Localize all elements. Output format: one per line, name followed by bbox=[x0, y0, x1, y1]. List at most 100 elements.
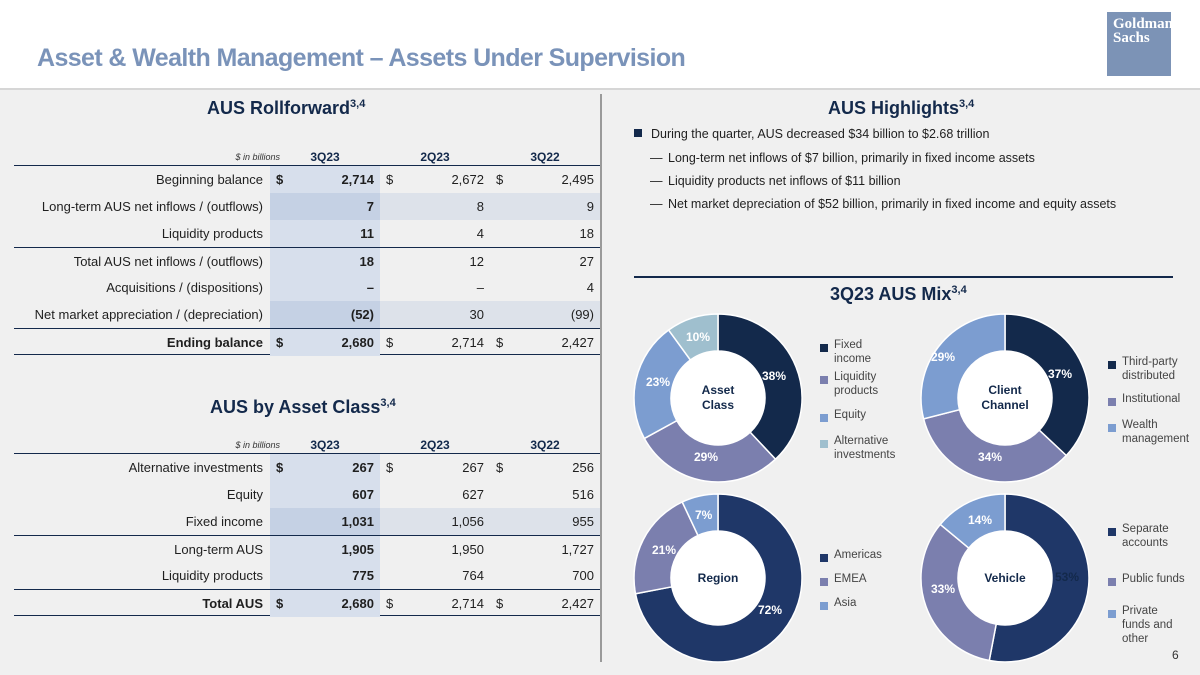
table-cell: 12 bbox=[380, 248, 490, 275]
legend-text: distributed bbox=[1122, 370, 1176, 382]
highlight-sub-text: Long-term net inflows of $7 billion, pri… bbox=[668, 151, 1035, 165]
table-row: Total AUS $2,680 $2,714 $2,427 bbox=[14, 589, 600, 617]
table-cell: 1,727 bbox=[490, 536, 600, 563]
donut-hole bbox=[671, 531, 765, 625]
cell-value: 2,427 bbox=[561, 335, 594, 350]
center-label-line: Asset bbox=[701, 383, 735, 397]
vertical-divider bbox=[600, 94, 602, 662]
dollar-sign: $ bbox=[276, 460, 284, 475]
rollforward-title-text: AUS Rollforward bbox=[207, 98, 351, 118]
highlights-title: AUS Highlights3,4 bbox=[828, 98, 974, 119]
table-row: Ending balance $2,680 $2,714 $2,427 bbox=[14, 328, 600, 356]
table-cell: 764 bbox=[380, 562, 490, 589]
cell-value: 256 bbox=[572, 460, 594, 475]
cell-value: 700 bbox=[572, 568, 594, 583]
donut-svg bbox=[920, 493, 1090, 663]
slice-value-label: 10% bbox=[686, 330, 711, 344]
row-label: Total AUS bbox=[202, 596, 263, 611]
legend-item: Third-party distributed bbox=[1108, 355, 1178, 383]
table-row: Long-term AUS net inflows / (outflows) 7 8… bbox=[14, 193, 600, 220]
highlight-sub-text: Liquidity products net inflows of $11 bi… bbox=[668, 174, 901, 188]
dash-icon: — bbox=[650, 197, 663, 211]
dollar-sign: $ bbox=[386, 596, 394, 611]
column-header: 2Q23 bbox=[420, 150, 450, 164]
cell-value: 8 bbox=[476, 199, 484, 214]
row-label: Total AUS net inflows / (outflows) bbox=[73, 254, 263, 269]
table-row: Alternative investments $267 $267 $256 bbox=[14, 454, 600, 481]
table-cell: 4 bbox=[380, 220, 490, 247]
cell-value: 2,714 bbox=[341, 172, 374, 187]
page-number: 6 bbox=[1172, 648, 1179, 662]
cell-value: – bbox=[366, 280, 374, 295]
asset-class-title: AUS by Asset Class3,4 bbox=[210, 397, 396, 418]
row-label: Fixed income bbox=[185, 514, 263, 529]
legend-text: accounts bbox=[1122, 537, 1169, 549]
table-cell: 1,950 bbox=[380, 536, 490, 563]
legend-text: Private bbox=[1122, 605, 1158, 617]
donut-center-label: Region bbox=[678, 571, 758, 586]
legend-item: Institutional bbox=[1108, 392, 1180, 406]
legend-text: Wealth bbox=[1122, 419, 1158, 431]
legend-text: other bbox=[1122, 633, 1149, 645]
legend-swatch bbox=[820, 602, 828, 610]
table-cell: 955 bbox=[490, 508, 600, 535]
table-cell: $2,714 bbox=[380, 590, 490, 617]
table-cell: 775 bbox=[270, 562, 380, 589]
table-cell: 516 bbox=[490, 481, 600, 508]
dash-icon: — bbox=[650, 174, 663, 188]
cell-value: 764 bbox=[462, 568, 484, 583]
cell-value: 267 bbox=[462, 460, 484, 475]
highlights-title-sup: 3,4 bbox=[959, 98, 975, 110]
donut-slice bbox=[643, 419, 777, 483]
slice-value-label: 53% bbox=[1055, 570, 1080, 584]
table-cell: 1,056 bbox=[380, 508, 490, 535]
donut-svg bbox=[633, 493, 803, 663]
table-cell: 9 bbox=[490, 193, 600, 220]
row-label: Acquisitions / (dispositions) bbox=[106, 280, 263, 295]
legend-item: Separate accounts bbox=[1108, 522, 1169, 550]
slice-value-label: 14% bbox=[968, 513, 993, 527]
table-cell: 18 bbox=[490, 220, 600, 247]
cell-value: 4 bbox=[586, 280, 594, 295]
table-cell: – bbox=[270, 274, 380, 301]
table-cell: $2,680 bbox=[270, 329, 380, 356]
row-label: Net market appreciation / (depreciation) bbox=[34, 307, 263, 322]
row-label: Liquidity products bbox=[161, 568, 263, 583]
legend-text: products bbox=[834, 385, 879, 397]
table-cell: 1,031 bbox=[270, 508, 380, 535]
legend-item: Private funds and other bbox=[1108, 604, 1173, 646]
cell-value: 607 bbox=[352, 487, 374, 502]
donut-hole bbox=[671, 351, 765, 445]
mix-title-text: 3Q23 AUS Mix bbox=[830, 284, 952, 304]
cell-value: (52) bbox=[350, 307, 374, 322]
rollforward-table: $ in billions 3Q23 2Q23 3Q22 Beginning balan… bbox=[14, 136, 600, 356]
dollar-sign: $ bbox=[496, 172, 504, 187]
table-row: Total AUS net inflows / (outflows) 18 12 27 bbox=[14, 247, 600, 275]
slice-value-label: 38% bbox=[762, 369, 787, 383]
highlight-sub-text: Net market depreciation of $52 billion, … bbox=[668, 197, 1117, 211]
table-row: Net market appreciation / (depreciation)… bbox=[14, 301, 600, 328]
units-label: $ in billions bbox=[235, 152, 280, 162]
donut-chart bbox=[919, 312, 1091, 484]
dollar-sign: $ bbox=[496, 460, 504, 475]
cell-value: 516 bbox=[572, 487, 594, 502]
table-row: Beginning balance $2,714 $2,672 $2,495 bbox=[14, 166, 600, 193]
cell-value: 1,727 bbox=[561, 542, 594, 557]
table-cell: 30 bbox=[380, 301, 490, 328]
asset-class-title-sup: 3,4 bbox=[380, 397, 396, 409]
row-label: Long-term AUS bbox=[174, 542, 263, 557]
row-label: Equity bbox=[226, 487, 263, 502]
legend-text: EMEA bbox=[834, 573, 867, 585]
legend-text: investments bbox=[834, 449, 896, 461]
table-row: Equity 607 627 516 bbox=[14, 481, 600, 508]
legend-swatch bbox=[1108, 528, 1116, 536]
highlight-sub: — Net market depreciation of $52 billion,… bbox=[650, 197, 1116, 211]
cell-value: 27 bbox=[579, 254, 594, 269]
dollar-sign: $ bbox=[386, 172, 394, 187]
slice-value-label: 33% bbox=[931, 582, 956, 596]
dollar-sign: $ bbox=[386, 335, 394, 350]
dollar-sign: $ bbox=[386, 460, 394, 475]
column-header: 3Q23 bbox=[310, 150, 340, 164]
table-header: $ in billions 3Q23 2Q23 3Q22 bbox=[14, 424, 600, 454]
center-label-line: Channel bbox=[981, 398, 1029, 412]
